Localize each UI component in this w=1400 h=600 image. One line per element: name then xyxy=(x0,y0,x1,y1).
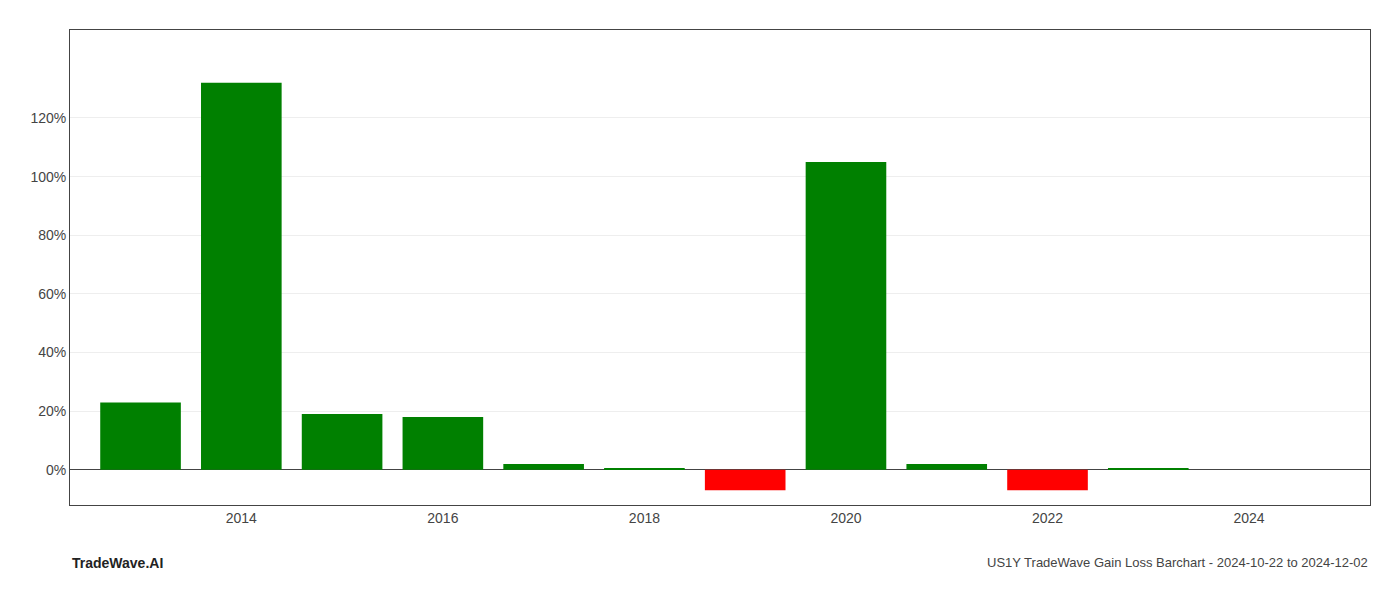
svg-text:20%: 20% xyxy=(38,403,66,419)
svg-text:2018: 2018 xyxy=(629,510,660,526)
svg-text:100%: 100% xyxy=(30,169,66,185)
svg-text:0%: 0% xyxy=(46,462,66,478)
svg-text:40%: 40% xyxy=(38,344,66,360)
svg-text:2014: 2014 xyxy=(226,510,257,526)
svg-text:80%: 80% xyxy=(38,227,66,243)
svg-text:120%: 120% xyxy=(30,110,66,126)
svg-text:TradeWave.AI: TradeWave.AI xyxy=(72,555,163,571)
svg-text:2016: 2016 xyxy=(427,510,458,526)
svg-text:US1Y TradeWave Gain Loss Barch: US1Y TradeWave Gain Loss Barchart - 2024… xyxy=(987,555,1368,570)
svg-text:2020: 2020 xyxy=(830,510,861,526)
svg-text:2022: 2022 xyxy=(1032,510,1063,526)
svg-text:2024: 2024 xyxy=(1233,510,1264,526)
svg-text:60%: 60% xyxy=(38,286,66,302)
